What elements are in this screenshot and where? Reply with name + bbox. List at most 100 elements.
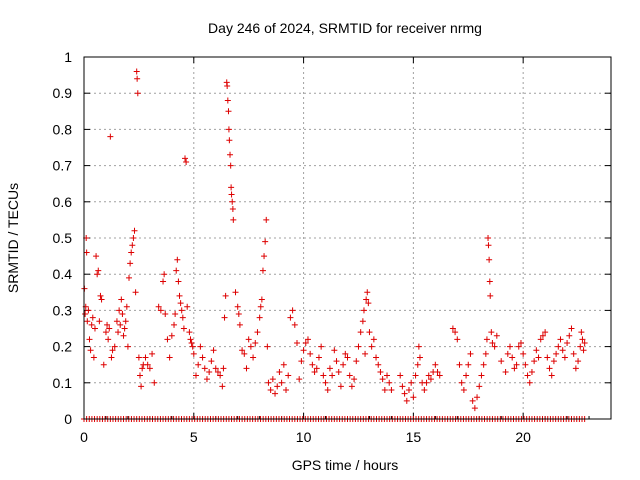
data-point bbox=[173, 267, 180, 274]
data-point bbox=[243, 365, 250, 372]
data-marks bbox=[81, 68, 588, 422]
data-point bbox=[360, 307, 367, 314]
chart-title: Day 246 of 2024, SRMTID for receiver nrm… bbox=[208, 20, 482, 36]
data-point bbox=[542, 329, 549, 336]
data-point bbox=[377, 368, 384, 375]
data-point bbox=[335, 368, 342, 375]
data-point bbox=[522, 361, 529, 368]
plot-frame bbox=[83, 56, 612, 420]
data-point bbox=[415, 343, 422, 350]
data-point bbox=[162, 311, 169, 318]
data-point bbox=[511, 365, 518, 372]
data-point bbox=[179, 314, 186, 321]
data-point bbox=[359, 318, 366, 325]
data-point bbox=[175, 278, 182, 285]
data-point bbox=[307, 350, 314, 357]
data-point bbox=[136, 372, 143, 379]
y-tick-label: 0.7 bbox=[53, 158, 73, 174]
data-point bbox=[129, 242, 136, 249]
y-tick-label: 0.6 bbox=[53, 194, 73, 210]
data-point bbox=[553, 350, 560, 357]
data-point bbox=[232, 289, 239, 296]
data-point bbox=[250, 354, 257, 361]
data-point bbox=[180, 325, 187, 332]
data-point bbox=[171, 321, 178, 328]
data-point bbox=[102, 329, 109, 336]
data-point bbox=[117, 321, 124, 328]
data-point bbox=[555, 343, 562, 350]
data-point bbox=[146, 365, 153, 372]
data-point bbox=[264, 343, 271, 350]
data-point bbox=[344, 354, 351, 361]
y-tick-label: 0.1 bbox=[53, 375, 73, 391]
data-point bbox=[225, 108, 232, 115]
data-point bbox=[564, 339, 571, 346]
data-point bbox=[531, 358, 538, 365]
data-point bbox=[469, 397, 476, 404]
data-point bbox=[241, 350, 248, 357]
x-tick-label: 5 bbox=[190, 429, 198, 445]
data-point bbox=[452, 329, 459, 336]
data-point bbox=[550, 358, 557, 365]
data-point bbox=[109, 347, 116, 354]
data-point bbox=[436, 372, 443, 379]
data-point bbox=[309, 361, 316, 368]
data-point bbox=[375, 361, 382, 368]
data-point bbox=[546, 365, 553, 372]
data-point bbox=[93, 253, 100, 260]
data-point bbox=[487, 292, 494, 299]
data-point bbox=[177, 300, 184, 307]
data-point bbox=[108, 354, 115, 361]
data-point bbox=[132, 289, 139, 296]
data-point bbox=[149, 350, 156, 357]
data-point bbox=[291, 321, 298, 328]
data-point bbox=[502, 368, 509, 375]
data-point bbox=[123, 303, 130, 310]
data-point bbox=[257, 303, 264, 310]
data-point bbox=[287, 314, 294, 321]
y-axis-label: SRMTID / TECUs bbox=[5, 183, 21, 293]
data-point bbox=[566, 332, 573, 339]
data-point bbox=[210, 347, 217, 354]
data-point bbox=[151, 379, 158, 386]
x-ticks: 0 5 10 15 20 bbox=[80, 57, 590, 445]
data-point bbox=[234, 303, 241, 310]
data-point bbox=[144, 361, 151, 368]
data-point bbox=[486, 256, 493, 263]
data-point bbox=[186, 329, 193, 336]
data-point bbox=[580, 347, 587, 354]
data-point bbox=[351, 376, 358, 383]
data-point bbox=[368, 343, 375, 350]
data-point bbox=[537, 336, 544, 343]
data-point bbox=[227, 162, 234, 169]
data-point bbox=[118, 296, 125, 303]
data-point bbox=[220, 365, 227, 372]
x-tick-label: 0 bbox=[80, 429, 88, 445]
data-point bbox=[570, 350, 577, 357]
data-point bbox=[122, 318, 129, 325]
data-point bbox=[82, 311, 89, 318]
data-point bbox=[340, 361, 347, 368]
data-point bbox=[456, 361, 463, 368]
data-point bbox=[489, 339, 496, 346]
data-point bbox=[135, 354, 142, 361]
data-point bbox=[276, 368, 283, 375]
data-point bbox=[485, 235, 492, 241]
data-point bbox=[166, 354, 173, 361]
data-point bbox=[370, 336, 377, 343]
data-point bbox=[84, 318, 91, 325]
data-point bbox=[121, 325, 128, 332]
data-point bbox=[520, 350, 527, 357]
data-point bbox=[201, 365, 208, 372]
data-point bbox=[94, 271, 101, 278]
data-point bbox=[116, 307, 123, 314]
data-point bbox=[405, 387, 412, 394]
data-point bbox=[414, 361, 421, 368]
data-point bbox=[348, 383, 355, 390]
data-point bbox=[134, 75, 141, 82]
data-point bbox=[579, 336, 586, 343]
data-point bbox=[498, 358, 505, 365]
y-tick-label: 1 bbox=[64, 49, 72, 65]
data-point bbox=[471, 405, 478, 412]
data-point bbox=[324, 387, 331, 394]
